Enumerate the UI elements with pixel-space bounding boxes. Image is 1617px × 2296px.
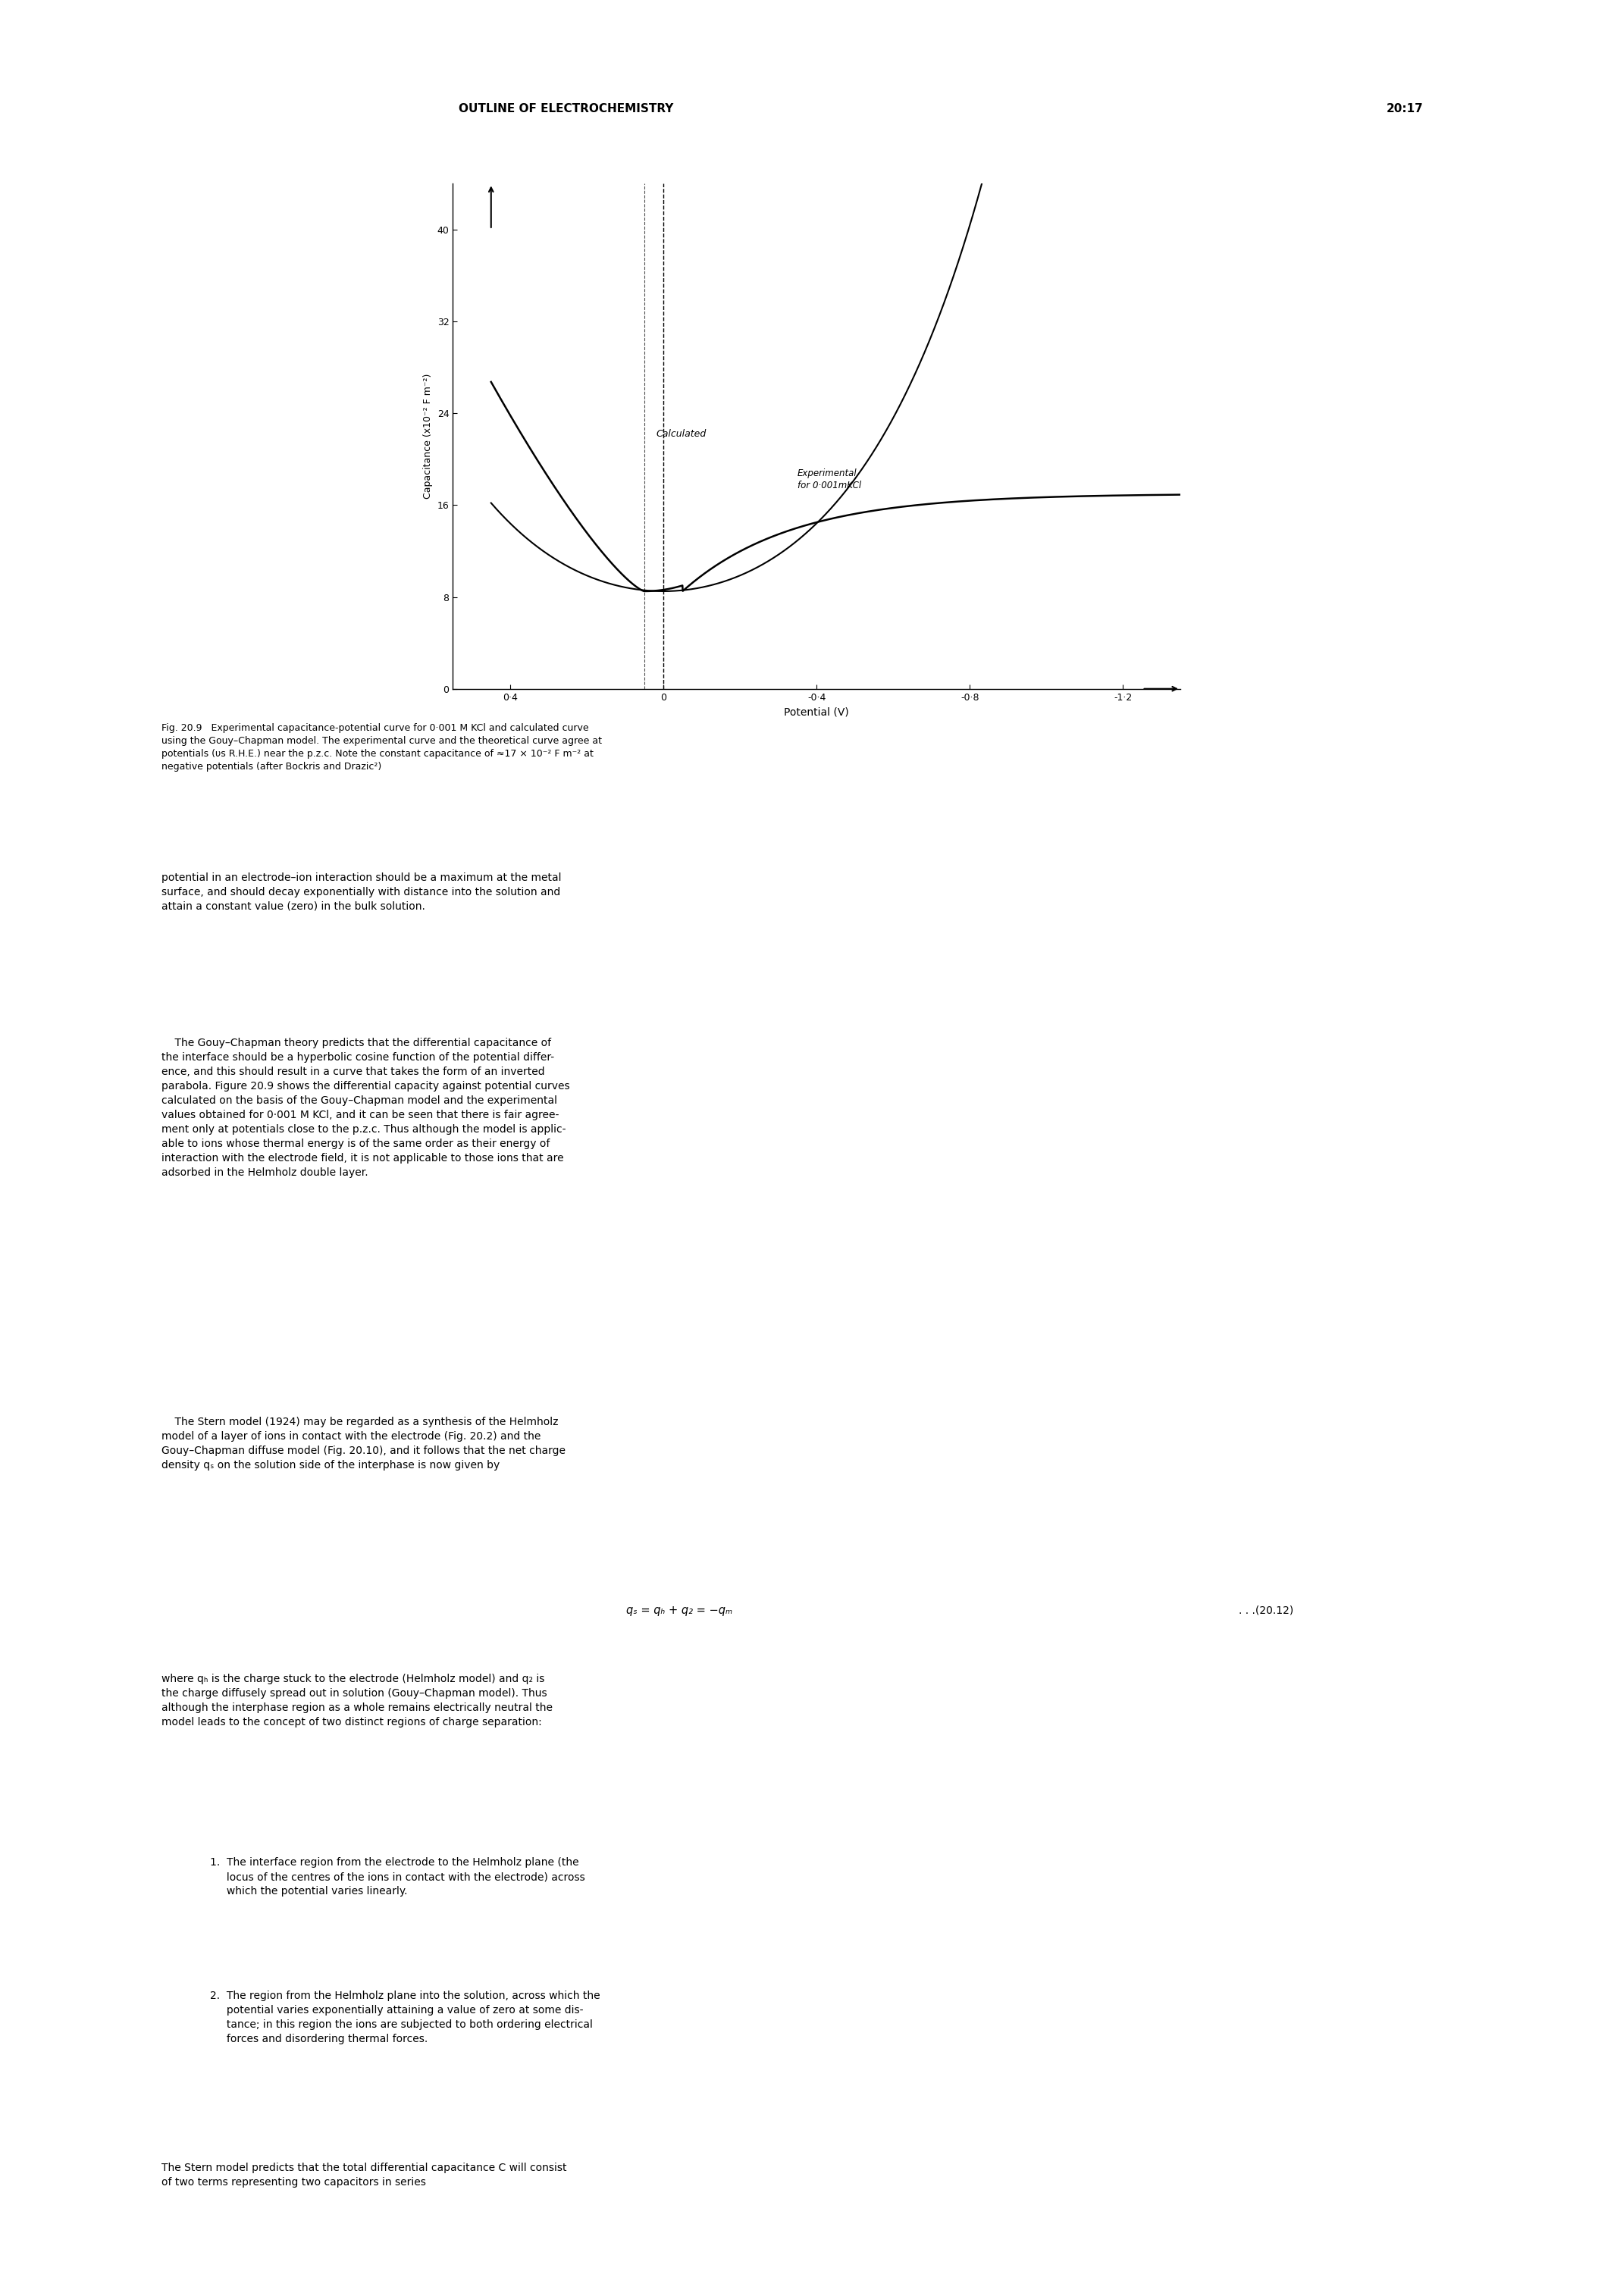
Text: where qₕ is the charge stuck to the electrode (Helmholz model) and q₂ is
the cha: where qₕ is the charge stuck to the elec… — [162, 1674, 553, 1727]
Text: The Stern model predicts that the total differential capacitance C will consist
: The Stern model predicts that the total … — [162, 2163, 568, 2188]
Text: potential in an electrode–ion interaction should be a maximum at the metal
surfa: potential in an electrode–ion interactio… — [162, 872, 561, 912]
Text: Calculated: Calculated — [657, 429, 707, 439]
Text: 20:17: 20:17 — [1386, 103, 1423, 115]
Y-axis label: Capacitance (x10⁻² F m⁻²): Capacitance (x10⁻² F m⁻²) — [424, 374, 433, 498]
Text: 2.  The region from the Helmholz plane into the solution, across which the
     : 2. The region from the Helmholz plane in… — [210, 1991, 600, 2043]
Text: Experimental
for 0·001mKCl: Experimental for 0·001mKCl — [797, 468, 862, 489]
Text: 1.  The interface region from the electrode to the Helmholz plane (the
     locu: 1. The interface region from the electro… — [210, 1857, 585, 1896]
X-axis label: Potential (V): Potential (V) — [784, 707, 849, 716]
Text: The Gouy–Chapman theory predicts that the differential capacitance of
the interf: The Gouy–Chapman theory predicts that th… — [162, 1038, 571, 1178]
Text: The Stern model (1924) may be regarded as a synthesis of the Helmholz
model of a: The Stern model (1924) may be regarded a… — [162, 1417, 566, 1469]
Text: OUTLINE OF ELECTROCHEMISTRY: OUTLINE OF ELECTROCHEMISTRY — [459, 103, 673, 115]
Text: Fig. 20.9   Experimental capacitance-potential curve for 0·001 M KCl and calcula: Fig. 20.9 Experimental capacitance-poten… — [162, 723, 602, 771]
Text: qₛ = qₕ + q₂ = −qₘ: qₛ = qₕ + q₂ = −qₘ — [626, 1605, 733, 1616]
Text: . . .(20.12): . . .(20.12) — [1239, 1605, 1294, 1616]
